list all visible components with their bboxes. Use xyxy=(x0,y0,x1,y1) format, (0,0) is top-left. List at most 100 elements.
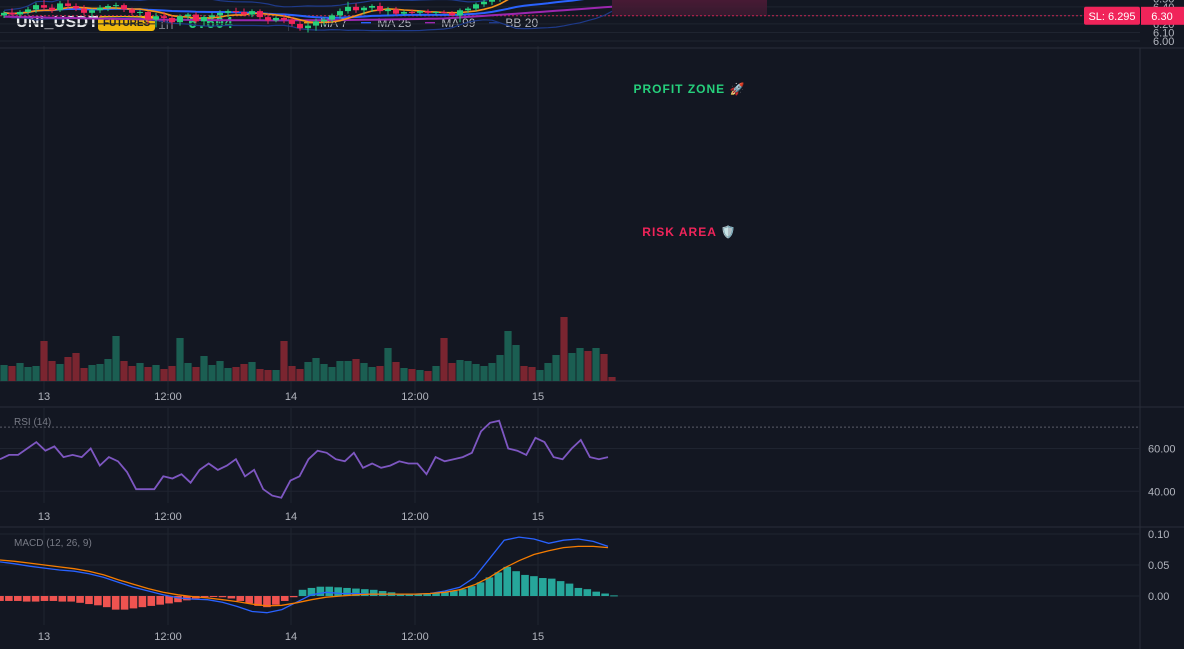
candle-body xyxy=(137,11,143,13)
candle-body xyxy=(393,9,399,14)
macd-histogram-bar xyxy=(601,593,609,596)
macd-histogram-bar xyxy=(138,596,147,608)
volume-bar xyxy=(544,363,552,381)
candle-body xyxy=(201,17,207,22)
macd-histogram-bar xyxy=(423,593,431,596)
macd-histogram-bar xyxy=(102,596,111,608)
candle-body xyxy=(153,16,159,20)
volume-bar xyxy=(216,361,224,381)
candle-body xyxy=(473,4,479,9)
volume-bar xyxy=(88,365,96,381)
candle-body xyxy=(273,17,279,21)
candle-body xyxy=(305,25,311,29)
volume-bar xyxy=(520,366,528,381)
candle-body xyxy=(241,11,247,15)
candle-body xyxy=(465,8,471,11)
candle-body xyxy=(377,5,383,12)
volume-bar xyxy=(480,366,488,381)
candle-body xyxy=(385,9,391,12)
macd-histogram-bar xyxy=(22,596,31,602)
volume-bar xyxy=(536,370,544,381)
macd-histogram-bar xyxy=(5,596,13,601)
macd-histogram-bar xyxy=(156,596,164,605)
macd-tick-label: 0.10 xyxy=(1148,529,1169,541)
macd-histogram-bar xyxy=(58,596,67,602)
candle-body xyxy=(265,17,271,21)
volume-bar xyxy=(224,368,232,381)
candle-body xyxy=(337,11,343,16)
macd-histogram-bar xyxy=(67,596,75,602)
candle-body xyxy=(297,23,303,29)
volume-bar xyxy=(360,363,368,381)
main-time-label: 13 xyxy=(38,391,50,403)
candle-body xyxy=(281,17,287,20)
macd-histogram-bar xyxy=(476,582,485,596)
volume-bar xyxy=(24,367,32,381)
volume-bar xyxy=(344,361,352,381)
legend-bb20[interactable]: BB 20 xyxy=(489,16,538,30)
volume-bar xyxy=(328,367,336,381)
candle-body xyxy=(409,11,415,13)
volume-bar xyxy=(336,361,344,381)
rsi-title: RSI (14) xyxy=(14,417,51,428)
volume-bar xyxy=(200,356,208,381)
macd-histogram-bar xyxy=(494,572,503,596)
volume-bar xyxy=(168,366,176,381)
candle-body xyxy=(489,0,495,2)
candle-body xyxy=(33,5,39,10)
volume-bar xyxy=(464,361,472,381)
volume-bar xyxy=(208,365,216,381)
volume-bar xyxy=(392,362,400,381)
macd-histogram-bar xyxy=(592,591,601,596)
volume-bar xyxy=(488,363,496,381)
volume-bar xyxy=(376,366,384,381)
macd-histogram-bar xyxy=(236,596,245,601)
macd-histogram-bar xyxy=(165,596,173,604)
macd-histogram-bar xyxy=(334,587,342,596)
macd-time-label: 12:00 xyxy=(401,631,429,643)
macd-histogram-bar xyxy=(111,596,120,610)
macd-line xyxy=(0,536,609,614)
macd-histogram-bar xyxy=(209,596,218,597)
volume-bar xyxy=(96,364,104,381)
candle-body xyxy=(345,6,351,12)
candle-body xyxy=(457,10,463,16)
volume-bar xyxy=(160,369,168,381)
volume-bar xyxy=(120,361,128,381)
candle-body xyxy=(89,10,95,13)
macd-histogram-bar xyxy=(13,596,22,601)
macd-histogram-bar xyxy=(467,586,476,596)
volume-bar xyxy=(400,368,408,381)
candle-body xyxy=(449,12,455,16)
candle-body xyxy=(289,19,295,24)
macd-histogram-bar xyxy=(441,592,449,596)
candle-body xyxy=(433,11,439,13)
volume-bar xyxy=(552,355,560,381)
legend-bb20-label: BB 20 xyxy=(505,16,539,30)
volume-bar xyxy=(64,357,72,381)
candle-body xyxy=(113,5,119,7)
candle-body xyxy=(57,3,63,11)
legend-ma99[interactable]: MA 99 xyxy=(425,16,475,30)
ma25-line xyxy=(3,0,585,19)
volume-bar xyxy=(136,363,144,381)
macd-histogram-bar xyxy=(120,596,129,610)
volume-bar xyxy=(456,360,464,381)
candle-body xyxy=(417,11,423,13)
macd-histogram-bar xyxy=(307,587,316,596)
legend-ma7-swatch xyxy=(304,22,314,24)
macd-histogram-bar xyxy=(31,596,40,602)
volume-bar xyxy=(312,358,320,381)
macd-title: MACD (12, 26, 9) xyxy=(14,538,92,549)
macd-histogram-bar xyxy=(272,596,280,605)
macd-histogram-bar xyxy=(458,589,467,596)
rsi-time-label: 12:00 xyxy=(154,511,182,523)
volume-bar xyxy=(0,365,8,381)
volume-bar xyxy=(304,362,312,381)
macd-time-label: 12:00 xyxy=(154,631,182,643)
macd-histogram-bar xyxy=(503,566,512,596)
candle-body xyxy=(145,11,151,20)
candle-body xyxy=(161,16,167,18)
volume-bar xyxy=(40,341,48,381)
